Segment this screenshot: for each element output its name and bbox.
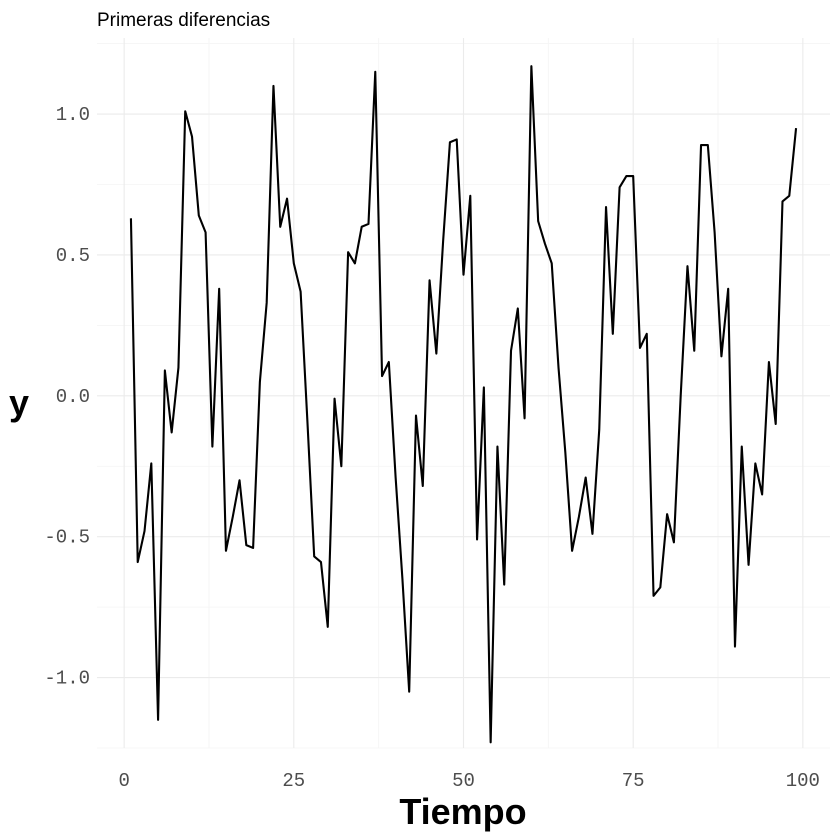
x-tick-label: 0 — [118, 770, 129, 792]
x-tick-label: 50 — [452, 770, 475, 792]
x-tick-label: 75 — [622, 770, 645, 792]
series-line — [129, 65, 798, 744]
y-tick-label: 0.0 — [56, 386, 90, 408]
y-tick-labels: -1.0 -0.5 0.0 0.5 1.0 — [44, 104, 90, 689]
x-tick-labels: 0 25 50 75 100 — [118, 770, 820, 792]
x-tick-label: 25 — [282, 770, 305, 792]
chart-title: Primeras diferencias — [97, 10, 270, 31]
y-tick-label: -0.5 — [44, 527, 90, 549]
grid-lines — [97, 38, 830, 749]
x-axis-title: Tiempo — [399, 791, 526, 832]
y-tick-label: 1.0 — [56, 104, 90, 126]
y-axis-title: y — [9, 382, 29, 423]
y-tick-label: 0.5 — [56, 245, 90, 267]
y-tick-label: -1.0 — [44, 668, 90, 690]
x-tick-label: 100 — [786, 770, 820, 792]
series-group — [129, 65, 798, 744]
